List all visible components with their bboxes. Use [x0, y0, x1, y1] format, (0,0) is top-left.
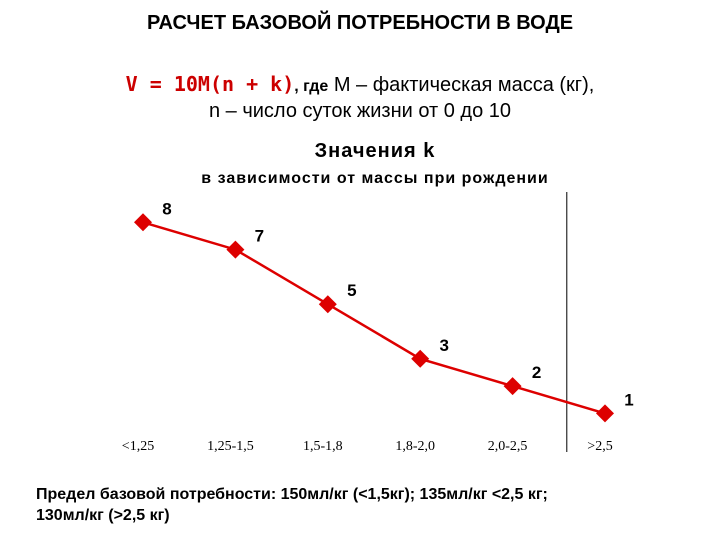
data-point-marker: [134, 213, 152, 232]
x-tick-label: 1,25-1,5: [207, 439, 254, 454]
data-label: 1: [624, 390, 633, 409]
x-tick-label: >2,5: [587, 439, 612, 454]
x-tick-label: 1,8-2,0: [395, 439, 435, 454]
x-tick-label: 2,0-2,5: [488, 439, 528, 454]
page-title: РАСЧЕТ БАЗОВОЙ ПОТРЕБНОСТИ В ВОДЕ: [146, 12, 574, 34]
data-label: 2: [532, 363, 541, 382]
formula-line: V = 10M(n + k), где M – фактическая масс…: [0, 72, 720, 97]
data-point-marker: [596, 404, 614, 423]
data-label: 5: [347, 281, 356, 300]
data-label: 3: [439, 336, 448, 355]
footer-line-1: Предел базовой потребности: 150мл/кг (<1…: [36, 486, 548, 503]
chart-title: Значения k: [314, 140, 436, 162]
x-tick-label: 1,5-1,8: [303, 439, 343, 454]
footer-line-2: 130мл/кг (>2,5 кг): [36, 507, 170, 524]
series-line: [142, 221, 606, 415]
data-point-marker: [318, 295, 337, 314]
formula-where-label: , где: [294, 78, 329, 95]
data-point-marker: [503, 377, 522, 396]
data-point-marker: [226, 240, 245, 259]
formula-m-description: M – фактическая масса (кг),: [333, 74, 595, 96]
formula-expression: V = 10M(n + k): [125, 72, 295, 96]
x-tick-label: <1,25: [122, 439, 154, 454]
data-label: 7: [255, 227, 264, 246]
chart-subtitle: в зависимости от массы при рождении: [201, 170, 549, 187]
data-label: 8: [162, 199, 171, 218]
data-point-marker: [411, 349, 430, 368]
footer-note: Предел базовой потребности: 150мл/кг (<1…: [36, 484, 706, 526]
formula-n-description: n – число суток жизни от 0 до 10: [208, 100, 512, 122]
